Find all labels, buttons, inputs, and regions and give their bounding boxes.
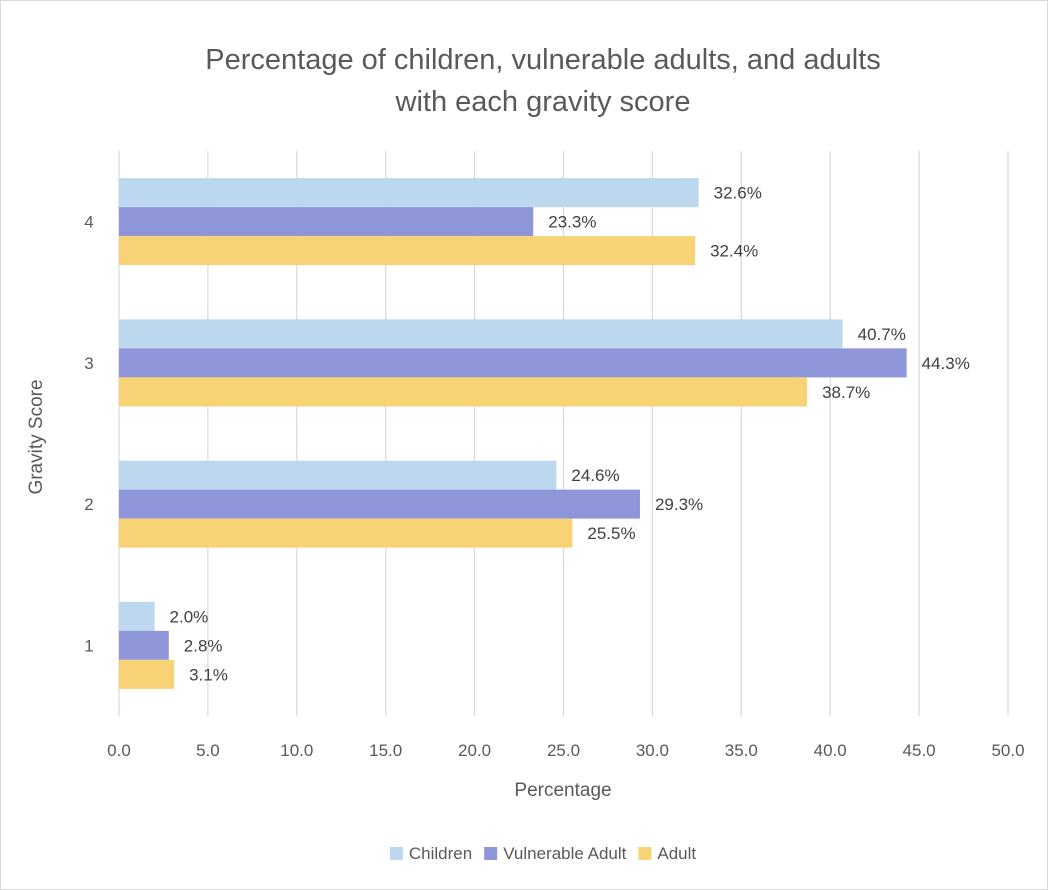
bar-adult-score-3 bbox=[119, 377, 808, 407]
legend-swatch bbox=[484, 847, 498, 860]
x-tick-label: 5.0 bbox=[196, 741, 220, 760]
data-label: 23.3% bbox=[548, 213, 596, 232]
legend-label: Children bbox=[409, 844, 472, 863]
x-tick-label: 10.0 bbox=[280, 741, 313, 760]
data-label: 32.6% bbox=[714, 184, 762, 203]
y-tick-label: 1 bbox=[84, 636, 93, 655]
data-label: 38.7% bbox=[822, 383, 870, 402]
bar-adult-score-4 bbox=[119, 236, 696, 266]
x-tick-label: 15.0 bbox=[369, 741, 402, 760]
bar-vulnerable-adult-score-1 bbox=[119, 630, 169, 660]
bar-children-score-1 bbox=[119, 601, 155, 631]
chart-title-line-2: with each gravity score bbox=[395, 86, 691, 118]
x-tick-label: 45.0 bbox=[903, 741, 936, 760]
legend-label: Adult bbox=[657, 844, 696, 863]
y-tick-label: 3 bbox=[84, 354, 93, 373]
chart-title: Percentage of children, vulnerable adult… bbox=[205, 44, 881, 118]
data-label: 44.3% bbox=[922, 354, 970, 373]
y-axis-tick-labels: 1 2 3 4 bbox=[84, 213, 93, 656]
data-label: 2.0% bbox=[170, 607, 209, 626]
bar-adult-score-2 bbox=[119, 518, 573, 548]
data-label: 29.3% bbox=[655, 495, 703, 514]
legend-swatch bbox=[638, 847, 652, 860]
data-label: 32.4% bbox=[710, 242, 758, 261]
x-axis-tick-labels: 0.0 5.0 10.0 15.0 20.0 25.0 30.0 35.0 40.0 45.0 50… bbox=[107, 741, 1024, 760]
data-labels: 2.0% 2.8% 3.1% 24.6% 29.3% 25.5% 40.7% 44.3% 38.… bbox=[170, 184, 970, 685]
bar-children-score-2 bbox=[119, 460, 557, 490]
x-tick-label: 50.0 bbox=[991, 741, 1024, 760]
x-axis-title: Percentage bbox=[514, 780, 611, 801]
y-axis-title: Gravity Score bbox=[26, 379, 47, 494]
data-label: 25.5% bbox=[587, 524, 635, 543]
x-tick-label: 35.0 bbox=[725, 741, 758, 760]
x-tick-label: 25.0 bbox=[547, 741, 580, 760]
bar-vulnerable-adult-score-3 bbox=[119, 348, 907, 378]
bar-children-score-3 bbox=[119, 319, 843, 349]
x-tick-label: 20.0 bbox=[458, 741, 491, 760]
bar-vulnerable-adult-score-2 bbox=[119, 489, 640, 519]
data-label: 3.1% bbox=[189, 665, 228, 684]
bar-vulnerable-adult-score-4 bbox=[119, 207, 534, 237]
y-tick-label: 4 bbox=[84, 213, 93, 232]
data-label: 40.7% bbox=[858, 325, 906, 344]
bar-adult-score-1 bbox=[119, 659, 175, 689]
legend-swatch bbox=[389, 847, 403, 860]
chart-title-line-1: Percentage of children, vulnerable adult… bbox=[205, 44, 881, 76]
bars bbox=[119, 178, 907, 689]
x-tick-label: 40.0 bbox=[814, 741, 847, 760]
data-label: 2.8% bbox=[184, 636, 223, 655]
data-label: 24.6% bbox=[571, 466, 619, 485]
legend-label: Vulnerable Adult bbox=[503, 844, 626, 863]
x-tick-label: 0.0 bbox=[107, 741, 131, 760]
legend: Children Vulnerable Adult Adult bbox=[389, 844, 696, 863]
y-tick-label: 2 bbox=[84, 495, 93, 514]
bar-children-score-4 bbox=[119, 178, 699, 208]
x-tick-label: 30.0 bbox=[636, 741, 669, 760]
